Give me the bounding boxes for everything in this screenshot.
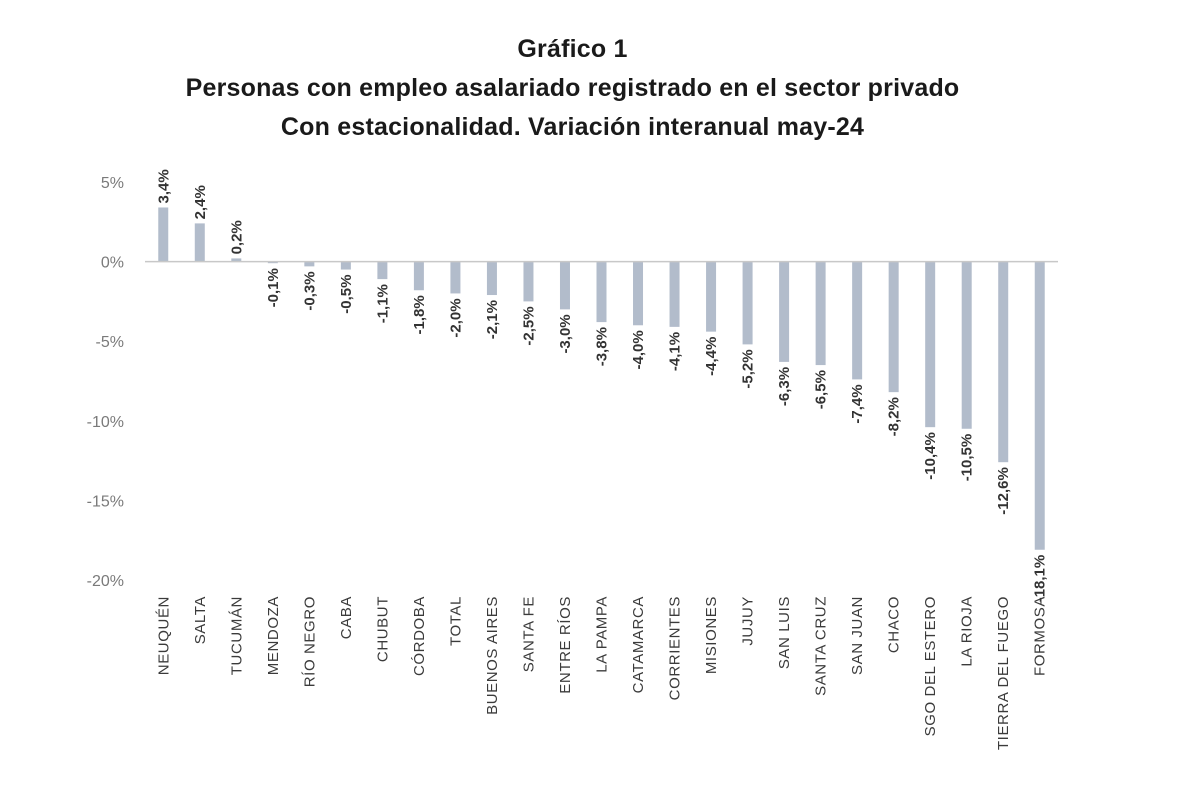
data-label: 0,2% — [228, 220, 245, 254]
data-label: -18,1% — [1032, 555, 1049, 603]
category-label: SGO DEL ESTERO — [922, 596, 939, 736]
y-tick-label: 0% — [101, 255, 124, 272]
bar — [925, 261, 936, 428]
chart-titles: Gráfico 1 Personas con empleo asalariado… — [0, 30, 1145, 147]
category-label: LA RIOJA — [959, 596, 976, 667]
y-tick-label: -20% — [87, 573, 124, 590]
bar — [706, 261, 717, 332]
data-label: -0,5% — [338, 275, 355, 314]
category-label: CABA — [338, 596, 355, 639]
data-label: 2,4% — [192, 185, 209, 219]
bar — [486, 261, 497, 296]
bar — [961, 261, 972, 429]
bar — [998, 261, 1009, 463]
category-label: SAN JUAN — [849, 596, 866, 675]
data-label: -12,6% — [995, 467, 1012, 515]
y-tick-label: -15% — [87, 493, 124, 510]
category-label: CATAMARCA — [630, 596, 647, 693]
data-label: -2,5% — [520, 306, 537, 345]
data-label: -10,5% — [959, 434, 976, 482]
y-tick-label: -5% — [96, 334, 124, 351]
bar — [523, 261, 534, 302]
category-label: MENDOZA — [265, 596, 282, 675]
category-label: RÍO NEGRO — [301, 596, 318, 687]
data-label: -7,4% — [849, 384, 866, 423]
category-label: NEUQUÉN — [155, 596, 172, 675]
data-label: -10,4% — [922, 432, 939, 480]
data-label: -1,8% — [411, 295, 428, 334]
bar — [669, 261, 680, 327]
category-label: TIERRA DEL FUEGO — [995, 596, 1012, 750]
category-label: FORMOSA — [1032, 596, 1049, 676]
category-label: CORRIENTES — [667, 596, 684, 700]
category-label: SALTA — [192, 596, 209, 644]
data-label: -6,5% — [813, 370, 830, 409]
bar — [413, 261, 424, 291]
category-label: SANTA FE — [520, 596, 537, 672]
chart-subtitle-2: Con estacionalidad. Variación interanual… — [280, 113, 865, 141]
chart-subtitle-1: Personas con empleo asalariado registrad… — [185, 74, 960, 102]
data-label: -4,1% — [667, 332, 684, 371]
category-label: TOTAL — [447, 596, 464, 646]
bar — [559, 261, 570, 310]
category-label: ENTRE RÍOS — [557, 596, 574, 694]
data-label: -0,1% — [265, 268, 282, 307]
bar — [815, 261, 826, 366]
bar — [340, 261, 351, 270]
category-label: CÓRDOBA — [411, 596, 428, 676]
y-tick-label: 5% — [101, 175, 124, 192]
category-label: BUENOS AIRES — [484, 596, 501, 715]
data-label: -3,8% — [594, 327, 611, 366]
data-label: -6,3% — [776, 367, 793, 406]
data-label: -4,4% — [703, 337, 720, 376]
data-label: -4,0% — [630, 330, 647, 369]
data-label: -2,0% — [447, 298, 464, 337]
category-label: MISIONES — [703, 596, 720, 674]
bar — [779, 261, 790, 362]
bar — [633, 261, 644, 326]
data-label: -2,1% — [484, 300, 501, 339]
bar — [231, 258, 242, 262]
category-label: CHACO — [886, 596, 903, 653]
bar — [304, 261, 315, 267]
chart-title: Gráfico 1 — [517, 35, 628, 63]
bar — [852, 261, 863, 380]
category-label: CHUBUT — [374, 596, 391, 662]
data-label: -8,2% — [886, 397, 903, 436]
bar — [450, 261, 461, 294]
bar — [888, 261, 899, 393]
category-label: JUJUY — [740, 596, 757, 646]
category-label: TUCUMÁN — [228, 596, 245, 675]
bar — [267, 261, 278, 264]
category-label: LA PAMPA — [594, 596, 611, 673]
bar — [742, 261, 753, 345]
data-label: -1,1% — [374, 284, 391, 323]
bar — [1034, 261, 1045, 550]
y-tick-label: -10% — [87, 414, 124, 431]
data-label: -0,3% — [301, 271, 318, 310]
category-label: SAN LUIS — [776, 596, 793, 669]
bar — [596, 261, 607, 323]
data-label: 3,4% — [155, 169, 172, 203]
category-label: SANTA CRUZ — [813, 596, 830, 696]
bar — [194, 223, 205, 262]
data-label: -5,2% — [740, 349, 757, 388]
data-label: -3,0% — [557, 314, 574, 353]
bar — [158, 207, 169, 262]
bar — [377, 261, 388, 280]
